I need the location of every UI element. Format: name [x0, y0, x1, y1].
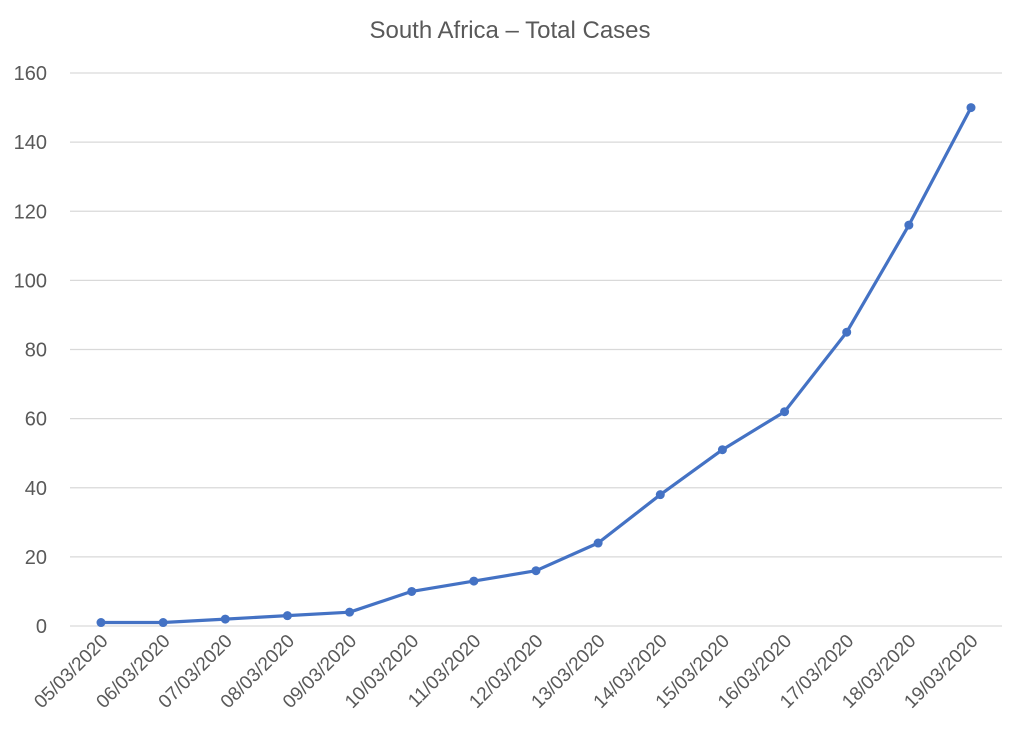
- data-point-10-03-2020: [407, 586, 417, 596]
- data-point-09-03-2020: [345, 607, 355, 617]
- series-line: [99, 105, 973, 625]
- series-layer: [96, 103, 976, 628]
- data-point-12-03-2020: [531, 566, 541, 576]
- data-point-17-03-2020: [842, 327, 852, 337]
- y-tick-label: 20: [25, 547, 47, 569]
- data-point-13-03-2020: [593, 538, 603, 548]
- data-point-06-03-2020: [158, 618, 168, 628]
- y-tick-label: 80: [25, 340, 47, 362]
- y-tick-label: 0: [36, 616, 47, 638]
- data-point-05-03-2020: [96, 618, 106, 628]
- y-axis-ticks: 0 20 40 60 80 100 120 140 160: [14, 63, 47, 638]
- data-point-08-03-2020: [282, 611, 292, 621]
- data-point-16-03-2020: [780, 407, 790, 417]
- y-tick-label: 160: [14, 63, 47, 85]
- data-point-14-03-2020: [655, 490, 665, 500]
- data-point-11-03-2020: [469, 576, 479, 586]
- y-tick-label: 100: [14, 270, 47, 292]
- data-point-07-03-2020: [220, 614, 230, 624]
- chart-title: South Africa – Total Cases: [369, 17, 650, 44]
- grid-lines: [70, 72, 1002, 627]
- data-point-15-03-2020: [717, 445, 727, 455]
- x-axis-ticks: 05/03/202006/03/202007/03/202008/03/2020…: [30, 631, 982, 713]
- y-tick-label: 60: [25, 409, 47, 431]
- data-point-19-03-2020: [966, 103, 976, 113]
- y-tick-label: 140: [14, 132, 47, 154]
- y-tick-label: 40: [25, 478, 47, 500]
- data-point-18-03-2020: [904, 220, 914, 230]
- y-tick-label: 120: [14, 201, 47, 223]
